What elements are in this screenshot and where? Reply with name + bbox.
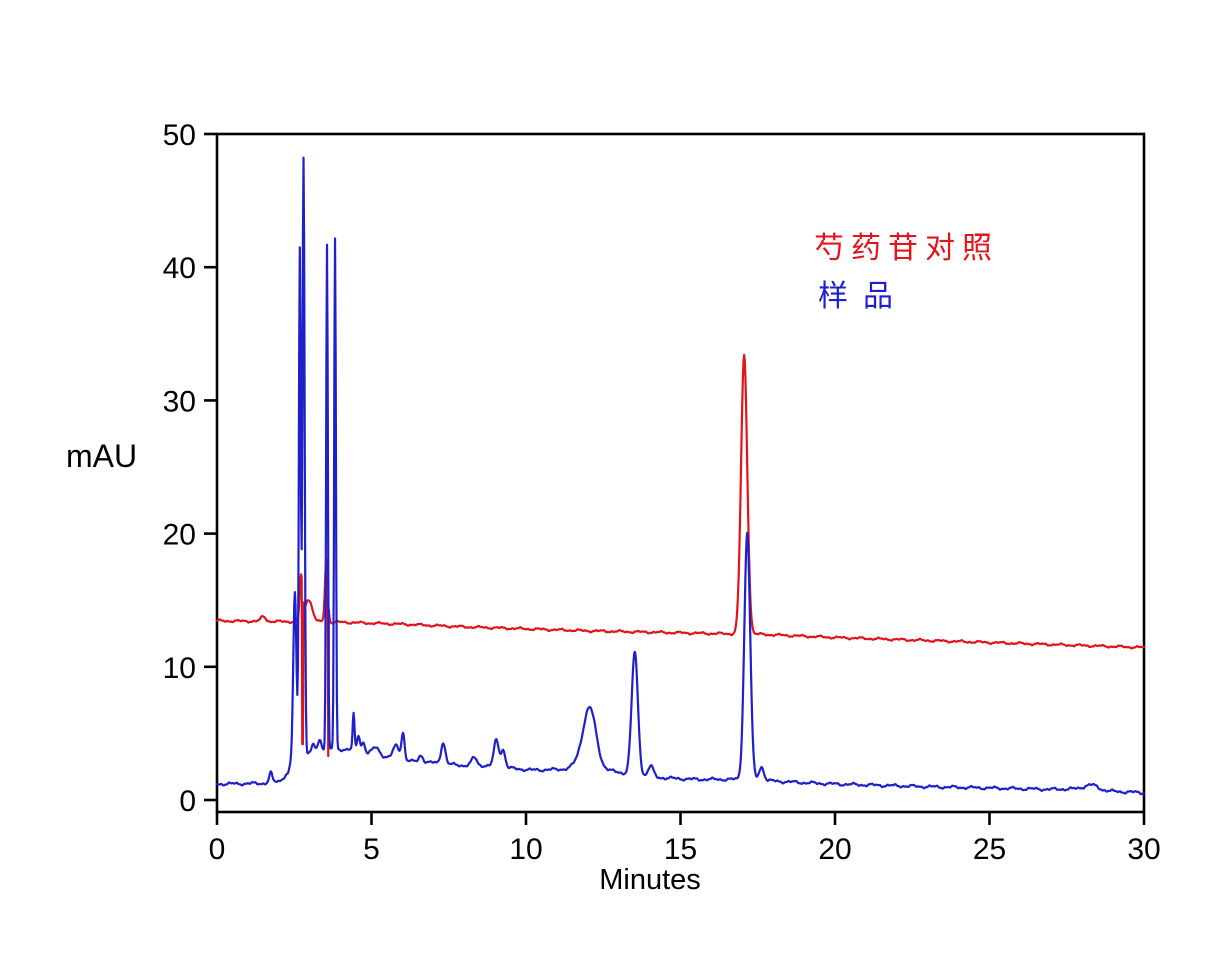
y-tick-label: 20 [163,519,196,552]
x-tick-label: 10 [509,833,542,866]
axis-frame [215,132,1146,814]
x-tick-label: 20 [818,833,851,866]
y-tick-label: 10 [163,652,196,685]
legend-label-sample: 样品 [818,280,908,313]
trace-reference [215,353,1146,758]
x-tick-label: 30 [1127,833,1160,866]
y-tick-label: 0 [179,785,196,818]
trace-sample [215,156,1146,796]
x-tick-label: 5 [363,833,380,866]
y-axis-title: mAU [66,438,138,474]
y-tick-label: 40 [163,252,196,285]
y-tick-label: 30 [163,385,196,418]
y-tick-label: 50 [163,119,196,152]
x-tick-label: 0 [209,833,226,866]
x-tick-label: 25 [973,833,1006,866]
x-axis-title: Minutes [599,864,701,896]
legend-label-reference: 芍药苷对照 [814,232,999,265]
x-tick-label: 15 [664,833,697,866]
